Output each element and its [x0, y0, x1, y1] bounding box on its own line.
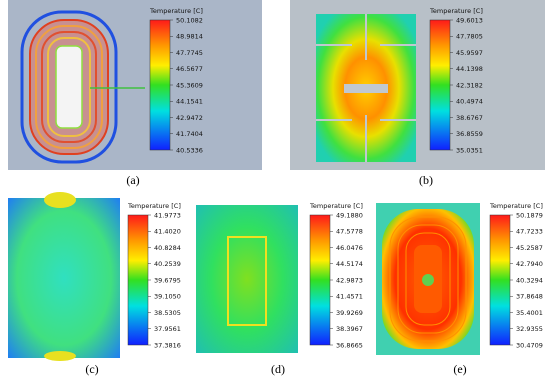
- colorbar-tick-label: 46.5677: [176, 65, 203, 73]
- colorbar-tick-label: 40.5336: [176, 146, 203, 154]
- colorbar-tick-label: 30.4709: [516, 341, 543, 349]
- thermal-image-a: [8, 0, 262, 170]
- colorbar: [149, 19, 171, 151]
- colorbar-tick-label: 42.9472: [176, 114, 203, 122]
- colorbar-tick-label: 38.6767: [456, 114, 483, 122]
- panel-label: (a): [126, 173, 139, 187]
- colorbar-tick-label: 41.7404: [176, 130, 203, 138]
- colorbar-title: Temperature [C]: [149, 7, 203, 15]
- thermal-image-e: [370, 195, 547, 360]
- colorbar-tick-label: 47.7805: [456, 33, 483, 41]
- panel-label: (e): [453, 362, 466, 376]
- thermal-image-d: [188, 195, 365, 360]
- colorbar: [489, 214, 511, 346]
- colorbar: [309, 214, 331, 346]
- colorbar-tick-label: 49.1880: [336, 211, 363, 219]
- colorbar-tick-label: 38.3967: [336, 325, 363, 333]
- colorbar-tick-label: 45.3609: [176, 81, 203, 89]
- colorbar: [127, 214, 149, 346]
- colorbar-tick-label: 40.3294: [516, 276, 543, 284]
- colorbar-tick-label: 37.8648: [516, 293, 543, 301]
- colorbar-tick-label: 37.9561: [154, 325, 181, 333]
- colorbar-tick-label: 41.9773: [154, 211, 181, 219]
- colorbar-tick-label: 44.1541: [176, 98, 203, 106]
- colorbar-tick-label: 38.5305: [154, 309, 181, 317]
- colorbar-title: Temperature [C]: [489, 202, 543, 210]
- colorbar-tick-label: 39.9269: [336, 309, 363, 317]
- colorbar-tick-label: 50.1082: [176, 16, 203, 24]
- thermal-image-c: [5, 192, 183, 361]
- colorbar-tick-label: 44.5174: [336, 260, 363, 268]
- colorbar-tick-label: 37.3816: [154, 341, 181, 349]
- colorbar-tick-label: 35.0351: [456, 146, 483, 154]
- colorbar-tick-label: 41.4571: [336, 293, 363, 301]
- colorbar-title: Temperature [C]: [127, 202, 181, 210]
- colorbar-tick-label: 32.9355: [516, 325, 543, 333]
- colorbar-tick-label: 42.3182: [456, 81, 483, 89]
- colorbar-tick-label: 40.8284: [154, 244, 181, 252]
- colorbar-tick-label: 47.7745: [176, 49, 203, 57]
- colorbar-tick-label: 49.6013: [456, 16, 483, 24]
- colorbar-tick-label: 44.1398: [456, 65, 483, 73]
- colorbar-tick-label: 45.2587: [516, 244, 543, 252]
- colorbar-tick-label: 35.4001: [516, 309, 543, 317]
- colorbar-tick-label: 48.9814: [176, 33, 203, 41]
- colorbar-tick-label: 36.8665: [336, 341, 363, 349]
- panel-label: (b): [419, 173, 433, 187]
- colorbar-tick-label: 40.2539: [154, 260, 181, 268]
- colorbar-tick-label: 40.4974: [456, 98, 483, 106]
- colorbar-tick-label: 42.7940: [516, 260, 543, 268]
- colorbar-tick-label: 36.8559: [456, 130, 483, 138]
- panel-label: (d): [271, 362, 285, 376]
- colorbar-tick-label: 50.1879: [516, 211, 543, 219]
- thermal-image-b: [290, 0, 545, 170]
- colorbar-tick-label: 39.1050: [154, 293, 181, 301]
- colorbar-title: Temperature [C]: [429, 7, 483, 15]
- colorbar-tick-label: 41.4020: [154, 228, 181, 236]
- colorbar: [429, 19, 451, 151]
- colorbar-title: Temperature [C]: [309, 202, 363, 210]
- colorbar-tick-label: 47.5778: [336, 228, 363, 236]
- colorbar-tick-label: 47.7233: [516, 228, 543, 236]
- panel-label: (c): [85, 362, 98, 376]
- colorbar-tick-label: 39.6795: [154, 276, 181, 284]
- colorbar-tick-label: 45.9597: [456, 49, 483, 57]
- colorbar-tick-label: 42.9873: [336, 276, 363, 284]
- colorbar-tick-label: 46.0476: [336, 244, 363, 252]
